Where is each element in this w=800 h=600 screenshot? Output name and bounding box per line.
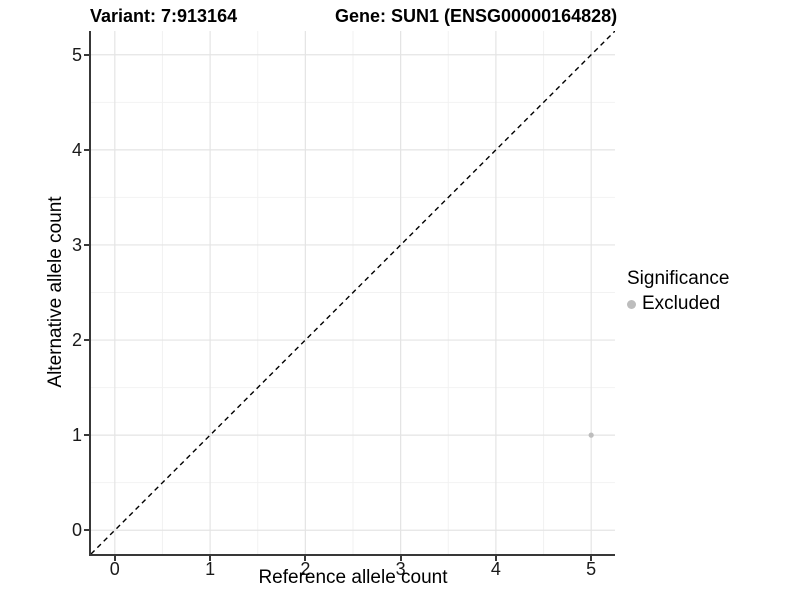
x-tick-mark — [590, 556, 593, 561]
y-tick-label: 1 — [71, 425, 82, 446]
x-tick-label: 1 — [205, 559, 216, 579]
y-tick-mark — [84, 339, 89, 342]
legend-entry-label: Excluded — [642, 293, 721, 314]
plot-title-gene: Gene: SUN1 (ENSG00000164828) — [335, 6, 618, 26]
x-tick-label: 3 — [395, 559, 406, 579]
x-tick-label: 4 — [490, 559, 501, 579]
y-tick-label: 2 — [71, 330, 82, 351]
data-point — [588, 432, 594, 438]
y-tick-label: 3 — [71, 234, 82, 255]
x-tick-label: 2 — [300, 559, 311, 579]
legend-entries: Excluded — [627, 293, 729, 315]
y-axis-title: Alternative allele count — [45, 196, 66, 388]
y-tick-mark — [84, 148, 89, 151]
y-tick-mark — [84, 434, 89, 437]
x-tick-mark — [209, 556, 212, 561]
plot-panel — [89, 31, 615, 556]
x-tick-label: 5 — [586, 559, 597, 579]
y-tick-mark — [84, 529, 89, 532]
x-tick-mark — [399, 556, 402, 561]
plot-title-variant: Variant: 7:913164 — [90, 6, 238, 26]
x-tick-mark — [304, 556, 307, 561]
legend: Significance Excluded — [627, 268, 729, 315]
y-tick-mark — [84, 53, 89, 56]
legend-title: Significance — [627, 268, 730, 289]
y-tick-mark — [84, 243, 89, 246]
identity-reference-line — [91, 31, 615, 554]
y-tick-label: 0 — [71, 520, 82, 541]
x-tick-mark — [113, 556, 116, 561]
y-tick-label: 5 — [71, 44, 82, 65]
x-tick-label: 0 — [109, 559, 120, 579]
x-tick-mark — [494, 556, 497, 561]
legend-key-dot — [627, 299, 636, 309]
y-tick-label: 4 — [71, 139, 82, 160]
legend-entry: Excluded — [627, 293, 729, 315]
x-axis-title: Reference allele count — [258, 567, 448, 588]
plot-panel-canvas — [91, 31, 615, 554]
